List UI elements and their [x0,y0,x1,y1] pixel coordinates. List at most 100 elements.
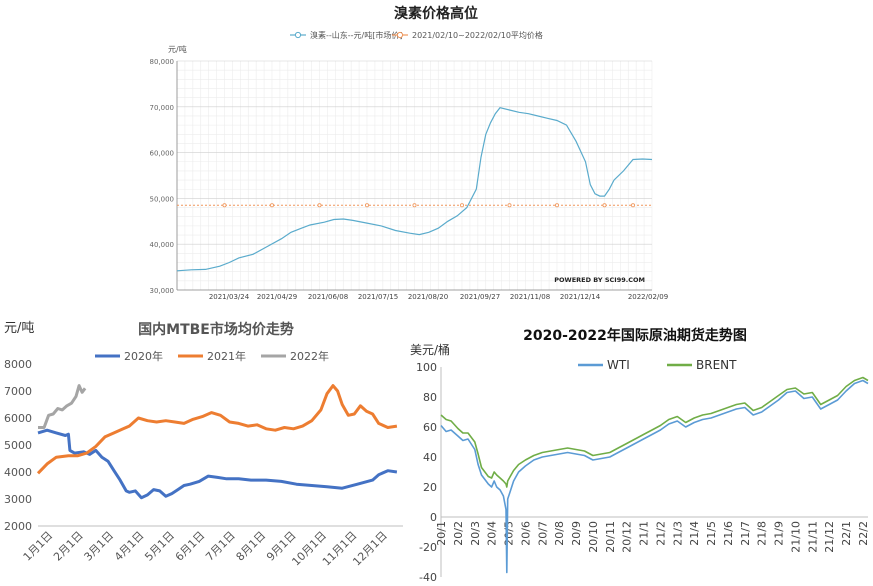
bromine-chart-svg: 溴素价格高位 溴素--山东--元/吨[市场价] 2021/02/10~2022/… [150,5,669,301]
plot-lines [36,384,398,500]
series-line-bromine-price [176,107,653,272]
average-line-marker [269,203,274,208]
average-line-marker [222,203,227,208]
y-tick-label: 80,000 [150,58,175,66]
x-tick-label: 21/9 [773,521,786,546]
watermark-text: POWERED BY SCI99.COM [554,276,645,284]
x-tick-label: 3月1日 [82,529,117,564]
y-tick-label: 50,000 [150,195,175,203]
y-axis-unit-label: 美元/桶 [410,342,450,357]
x-tick-label: 2021/11/08 [510,293,550,301]
chart-legend[interactable]: 2020年 2021年 2022年 [95,349,329,363]
x-tick-label: 20/6 [519,521,532,546]
y-tick-label: 6000 [4,412,32,425]
x-tick-label: 21/6 [722,521,735,546]
average-line-marker [555,203,560,208]
plot-axes [440,367,868,577]
chart-legend[interactable]: 溴素--山东--元/吨[市场价] 2021/02/10~2022/02/10平均… [290,30,543,40]
y-tick-label: 20 [423,481,437,494]
y-tick-label: 40,000 [150,241,175,249]
y-tick-label: 60,000 [150,150,175,158]
x-tick-label: 20/3 [469,521,482,546]
plot-grid [176,60,653,291]
chart-title: 2020-2022年国际原油期货走势图 [523,327,747,344]
y-tick-label: -20 [419,541,437,554]
x-tick-label: 21/12 [823,521,836,553]
y-tick-label: 80 [423,391,437,404]
series-line-2020 [37,428,398,500]
x-tick-label: 6月1日 [173,529,208,564]
x-tick-label: 2021/09/27 [460,293,500,301]
x-tick-label: 21/2 [654,521,667,546]
x-tick-label: 20/4 [486,521,499,546]
legend-label-price: 溴素--山东--元/吨[市场价] [310,30,402,40]
bromine-price-chart: 溴素价格高位 溴素--山东--元/吨[市场价] 2021/02/10~2022/… [150,5,669,301]
y-tick-label: 70,000 [150,104,175,112]
mtbe-price-chart: 元/吨 国内MTBE市场均价走势 2020年 2021年 2022年 2000 3… [0,312,410,586]
y-tick-label: 8000 [4,358,32,371]
x-tick-label: 21/1 [638,521,651,546]
x-tick-label: 2021/07/15 [358,293,398,301]
legend-label-brent: BRENT [696,358,737,372]
x-tick-label: 20/12 [621,521,634,553]
x-tick-label: 20/10 [587,521,600,553]
x-tick-label: 2021/03/24 [209,293,250,301]
average-line-marker [602,203,607,208]
x-tick-label: 20/11 [604,521,617,553]
series-line-brent [440,376,869,488]
x-tick-label: 20/5 [503,521,516,546]
plot-lines [176,107,653,272]
legend-marker-average [396,31,404,39]
x-tick-label: 21/4 [688,521,701,546]
y-tick-labels: 2000 3000 4000 5000 6000 7000 8000 [4,358,32,533]
x-tick-label: 21/10 [789,521,802,553]
x-tick-label: 21/8 [756,521,769,546]
chart-legend[interactable]: WTI BRENT [578,358,737,372]
chart-title: 国内MTBE市场均价走势 [138,321,294,338]
x-tick-label: 2021/12/14 [560,293,601,301]
legend-label-wti: WTI [607,358,630,372]
average-line-marker [507,203,512,208]
x-tick-label: 4月1日 [112,529,147,564]
oil-chart-svg: 2020-2022年国际原油期货走势图 美元/桶 WTI BRENT -40 -2… [410,327,870,584]
average-line-marker [631,203,636,208]
x-tick-label: 2022/02/09 [628,293,668,301]
x-tick-label: 2月1日 [51,529,86,564]
x-tick-label: 20/8 [553,521,566,546]
y-tick-label: 4000 [4,466,32,479]
x-tick-label: 20/2 [452,521,465,546]
crude-oil-futures-chart: 2020-2022年国际原油期货走势图 美元/桶 WTI BRENT -40 -2… [405,312,873,586]
y-tick-label: 0 [430,511,437,524]
legend-label-average: 2021/02/10~2022/02/10平均价格 [412,30,543,40]
chart-title: 溴素价格高位 [394,5,478,22]
y-tick-label: 100 [416,361,437,374]
x-tick-labels: 20/1 20/2 20/3 20/4 20/5 20/6 20/7 20/8 20/9 20/1… [435,521,870,553]
legend-marker-price [294,31,302,39]
average-line-marker [459,203,464,208]
x-tick-label: 22/1 [840,521,853,546]
x-tick-labels: 1月1日2月1日3月1日4月1日5月1日6月1日7月1日8月1日9月1日10月1… [21,529,390,569]
average-line-marker [317,203,322,208]
x-tick-label: 12月1日 [350,529,390,569]
y-tick-label: 60 [423,421,437,434]
x-tick-label: 2021/08/20 [408,293,448,301]
x-tick-label: 20/1 [435,521,448,546]
average-line-marker [412,203,417,208]
x-tick-label: 20/7 [536,521,549,546]
y-tick-label: 7000 [4,385,32,398]
legend-label-2022: 2022年 [290,349,329,363]
x-tick-label: 8月1日 [234,529,269,564]
y-tick-label: 30,000 [150,287,175,295]
y-tick-label: -40 [419,571,437,584]
x-tick-label: 21/3 [671,521,684,546]
mtbe-chart-svg: 元/吨 国内MTBE市场均价走势 2020年 2021年 2022年 2000 3… [4,321,403,569]
series-line-2021 [36,384,398,475]
x-tick-label: 5月1日 [142,529,177,564]
plot-lines [440,376,869,574]
series-line-wti [440,379,869,574]
x-tick-label: 1月1日 [21,529,56,564]
y-tick-labels: -40 -20 0 20 40 60 80 100 [416,361,437,584]
x-tick-label: 2021/06/08 [308,293,348,301]
series-line-2022 [38,384,87,429]
x-tick-label: 20/9 [570,521,583,546]
